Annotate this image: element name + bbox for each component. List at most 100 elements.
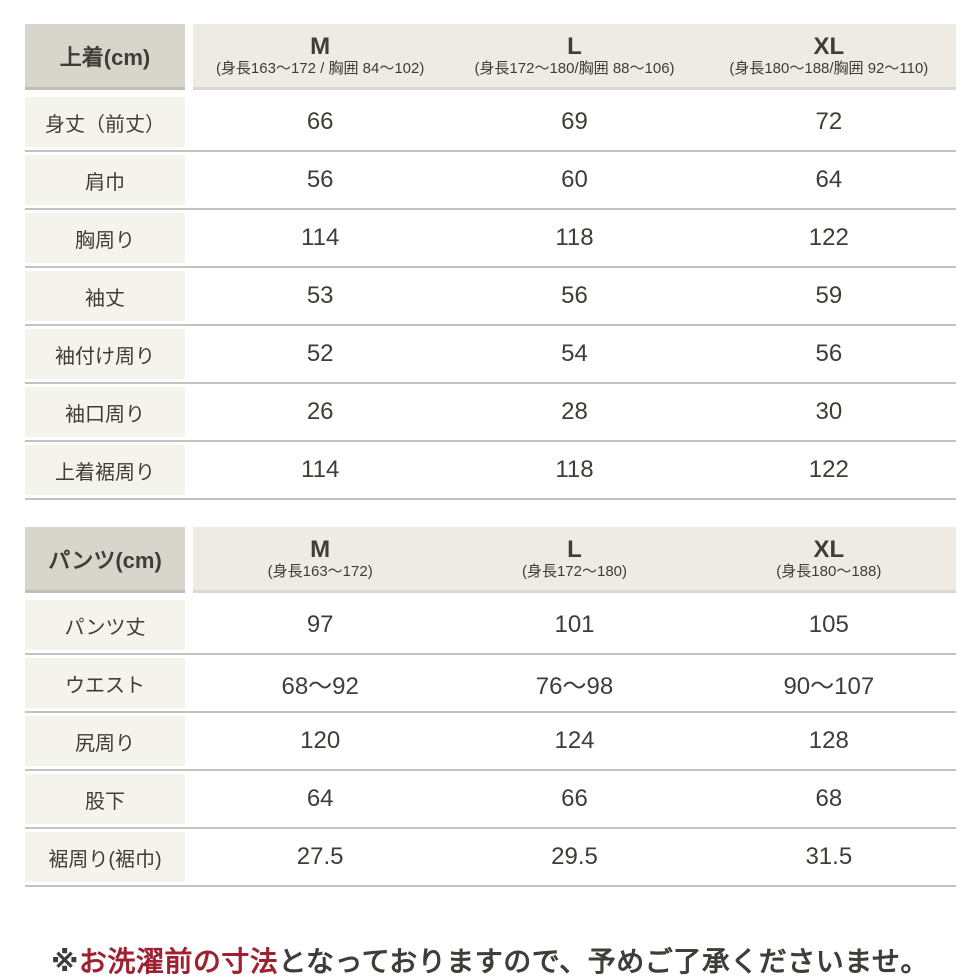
jacket-row-label: 身丈（前丈） <box>25 97 185 147</box>
jacket-cell: 69 <box>447 97 702 147</box>
row-divider <box>25 766 956 774</box>
jacket-size-table: 上着(cm) M (身長163〜172 / 胸囲 84〜102) L (身長17… <box>25 24 956 503</box>
jacket-row-label: 袖丈 <box>25 271 185 321</box>
column-gap <box>185 213 193 263</box>
column-gap <box>185 600 193 650</box>
size-name: L <box>567 535 582 563</box>
pants-cell: 29.5 <box>447 832 702 882</box>
pants-cell: 66 <box>447 774 702 824</box>
size-name: XL <box>813 535 845 563</box>
column-gap <box>185 155 193 205</box>
column-gap <box>185 24 193 90</box>
pants-header-size-m: M (身長163〜172) <box>193 527 448 593</box>
pants-header-size-l: L (身長172〜180) <box>447 527 702 593</box>
pants-cell: 97 <box>193 600 448 650</box>
note-highlight: お洗濯前の寸法 <box>78 946 279 977</box>
pants-row-label: 尻周り <box>25 716 185 766</box>
column-gap <box>185 387 193 437</box>
column-gap <box>185 527 193 593</box>
jacket-cell: 59 <box>701 271 956 321</box>
jacket-header-size-m: M (身長163〜172 / 胸囲 84〜102) <box>193 24 448 90</box>
column-gap <box>185 716 193 766</box>
pants-size-table: パンツ(cm) M (身長163〜172) L (身長172〜180) XL (… <box>25 527 956 890</box>
jacket-header-size-xl: XL (身長180〜188/胸囲 92〜110) <box>701 24 956 90</box>
row-divider <box>25 824 956 832</box>
jacket-cell: 52 <box>193 329 448 379</box>
size-range: (身長180〜188) <box>776 563 882 581</box>
jacket-cell: 114 <box>193 445 448 495</box>
jacket-header-size-l: L (身長172〜180/胸囲 88〜106) <box>447 24 702 90</box>
size-range: (身長180〜188/胸囲 92〜110) <box>729 60 929 78</box>
size-range: (身長163〜172) <box>267 563 373 581</box>
size-name: L <box>567 32 582 60</box>
pants-cell: 31.5 <box>701 832 956 882</box>
jacket-row-label: 袖口周り <box>25 387 185 437</box>
column-gap <box>185 832 193 882</box>
note-rest: となっておりますので、予めご了承くださいませ。 <box>278 946 929 977</box>
size-name: XL <box>813 32 845 60</box>
pants-cell: 76〜98 <box>447 658 702 708</box>
jacket-cell: 60 <box>447 155 702 205</box>
jacket-cell: 28 <box>447 387 702 437</box>
pants-cell: 128 <box>701 716 956 766</box>
pants-cell: 64 <box>193 774 448 824</box>
size-name: M <box>310 535 331 563</box>
jacket-row-label: 上着裾周り <box>25 445 185 495</box>
header-gap <box>25 90 956 97</box>
row-divider <box>25 437 956 445</box>
size-range: (身長172〜180/胸囲 88〜106) <box>474 60 675 78</box>
jacket-cell: 56 <box>193 155 448 205</box>
jacket-row-label: 胸周り <box>25 213 185 263</box>
column-gap <box>185 445 193 495</box>
jacket-cell: 66 <box>193 97 448 147</box>
row-divider <box>25 147 956 155</box>
pants-cell: 27.5 <box>193 832 448 882</box>
size-range: (身長172〜180) <box>521 563 628 581</box>
pre-wash-note: ※お洗濯前の寸法となっておりますので、予めご了承くださいませ。 <box>25 940 955 980</box>
jacket-cell: 56 <box>701 329 956 379</box>
pants-cell: 101 <box>447 600 702 650</box>
pants-cell: 105 <box>701 600 956 650</box>
row-divider <box>25 650 956 658</box>
pants-row-label: 股下 <box>25 774 185 824</box>
column-gap <box>185 658 193 708</box>
size-range: (身長163〜172 / 胸囲 84〜102) <box>215 60 425 78</box>
pants-cell: 124 <box>447 716 702 766</box>
jacket-row-label: 袖付け周り <box>25 329 185 379</box>
note-prefix: ※ <box>51 946 79 977</box>
row-divider <box>25 205 956 213</box>
row-divider <box>25 708 956 716</box>
jacket-cell: 114 <box>193 213 448 263</box>
jacket-cell: 56 <box>447 271 702 321</box>
column-gap <box>185 97 193 147</box>
jacket-cell: 118 <box>447 213 702 263</box>
pants-unit-header: パンツ(cm) <box>25 527 185 593</box>
row-divider <box>25 321 956 329</box>
pants-header-size-xl: XL (身長180〜188) <box>701 527 956 593</box>
row-divider <box>25 263 956 271</box>
jacket-cell: 30 <box>701 387 956 437</box>
jacket-cell: 72 <box>701 97 956 147</box>
jacket-row-label: 肩巾 <box>25 155 185 205</box>
column-gap <box>185 271 193 321</box>
jacket-cell: 26 <box>193 387 448 437</box>
header-gap <box>25 593 956 600</box>
jacket-cell: 118 <box>447 445 702 495</box>
table-bottom-divider <box>25 882 956 890</box>
pants-cell: 90〜107 <box>701 658 956 708</box>
pants-row-label: パンツ丈 <box>25 600 185 650</box>
jacket-cell: 64 <box>701 155 956 205</box>
column-gap <box>185 774 193 824</box>
size-name: M <box>310 32 331 60</box>
pants-cell: 68〜92 <box>193 658 448 708</box>
jacket-cell: 53 <box>193 271 448 321</box>
jacket-unit-header: 上着(cm) <box>25 24 185 90</box>
pants-cell: 68 <box>701 774 956 824</box>
table-bottom-divider <box>25 495 956 503</box>
column-gap <box>185 329 193 379</box>
pants-row-label: 裾周り(裾巾) <box>25 832 185 882</box>
jacket-cell: 122 <box>701 445 956 495</box>
jacket-cell: 122 <box>701 213 956 263</box>
jacket-cell: 54 <box>447 329 702 379</box>
